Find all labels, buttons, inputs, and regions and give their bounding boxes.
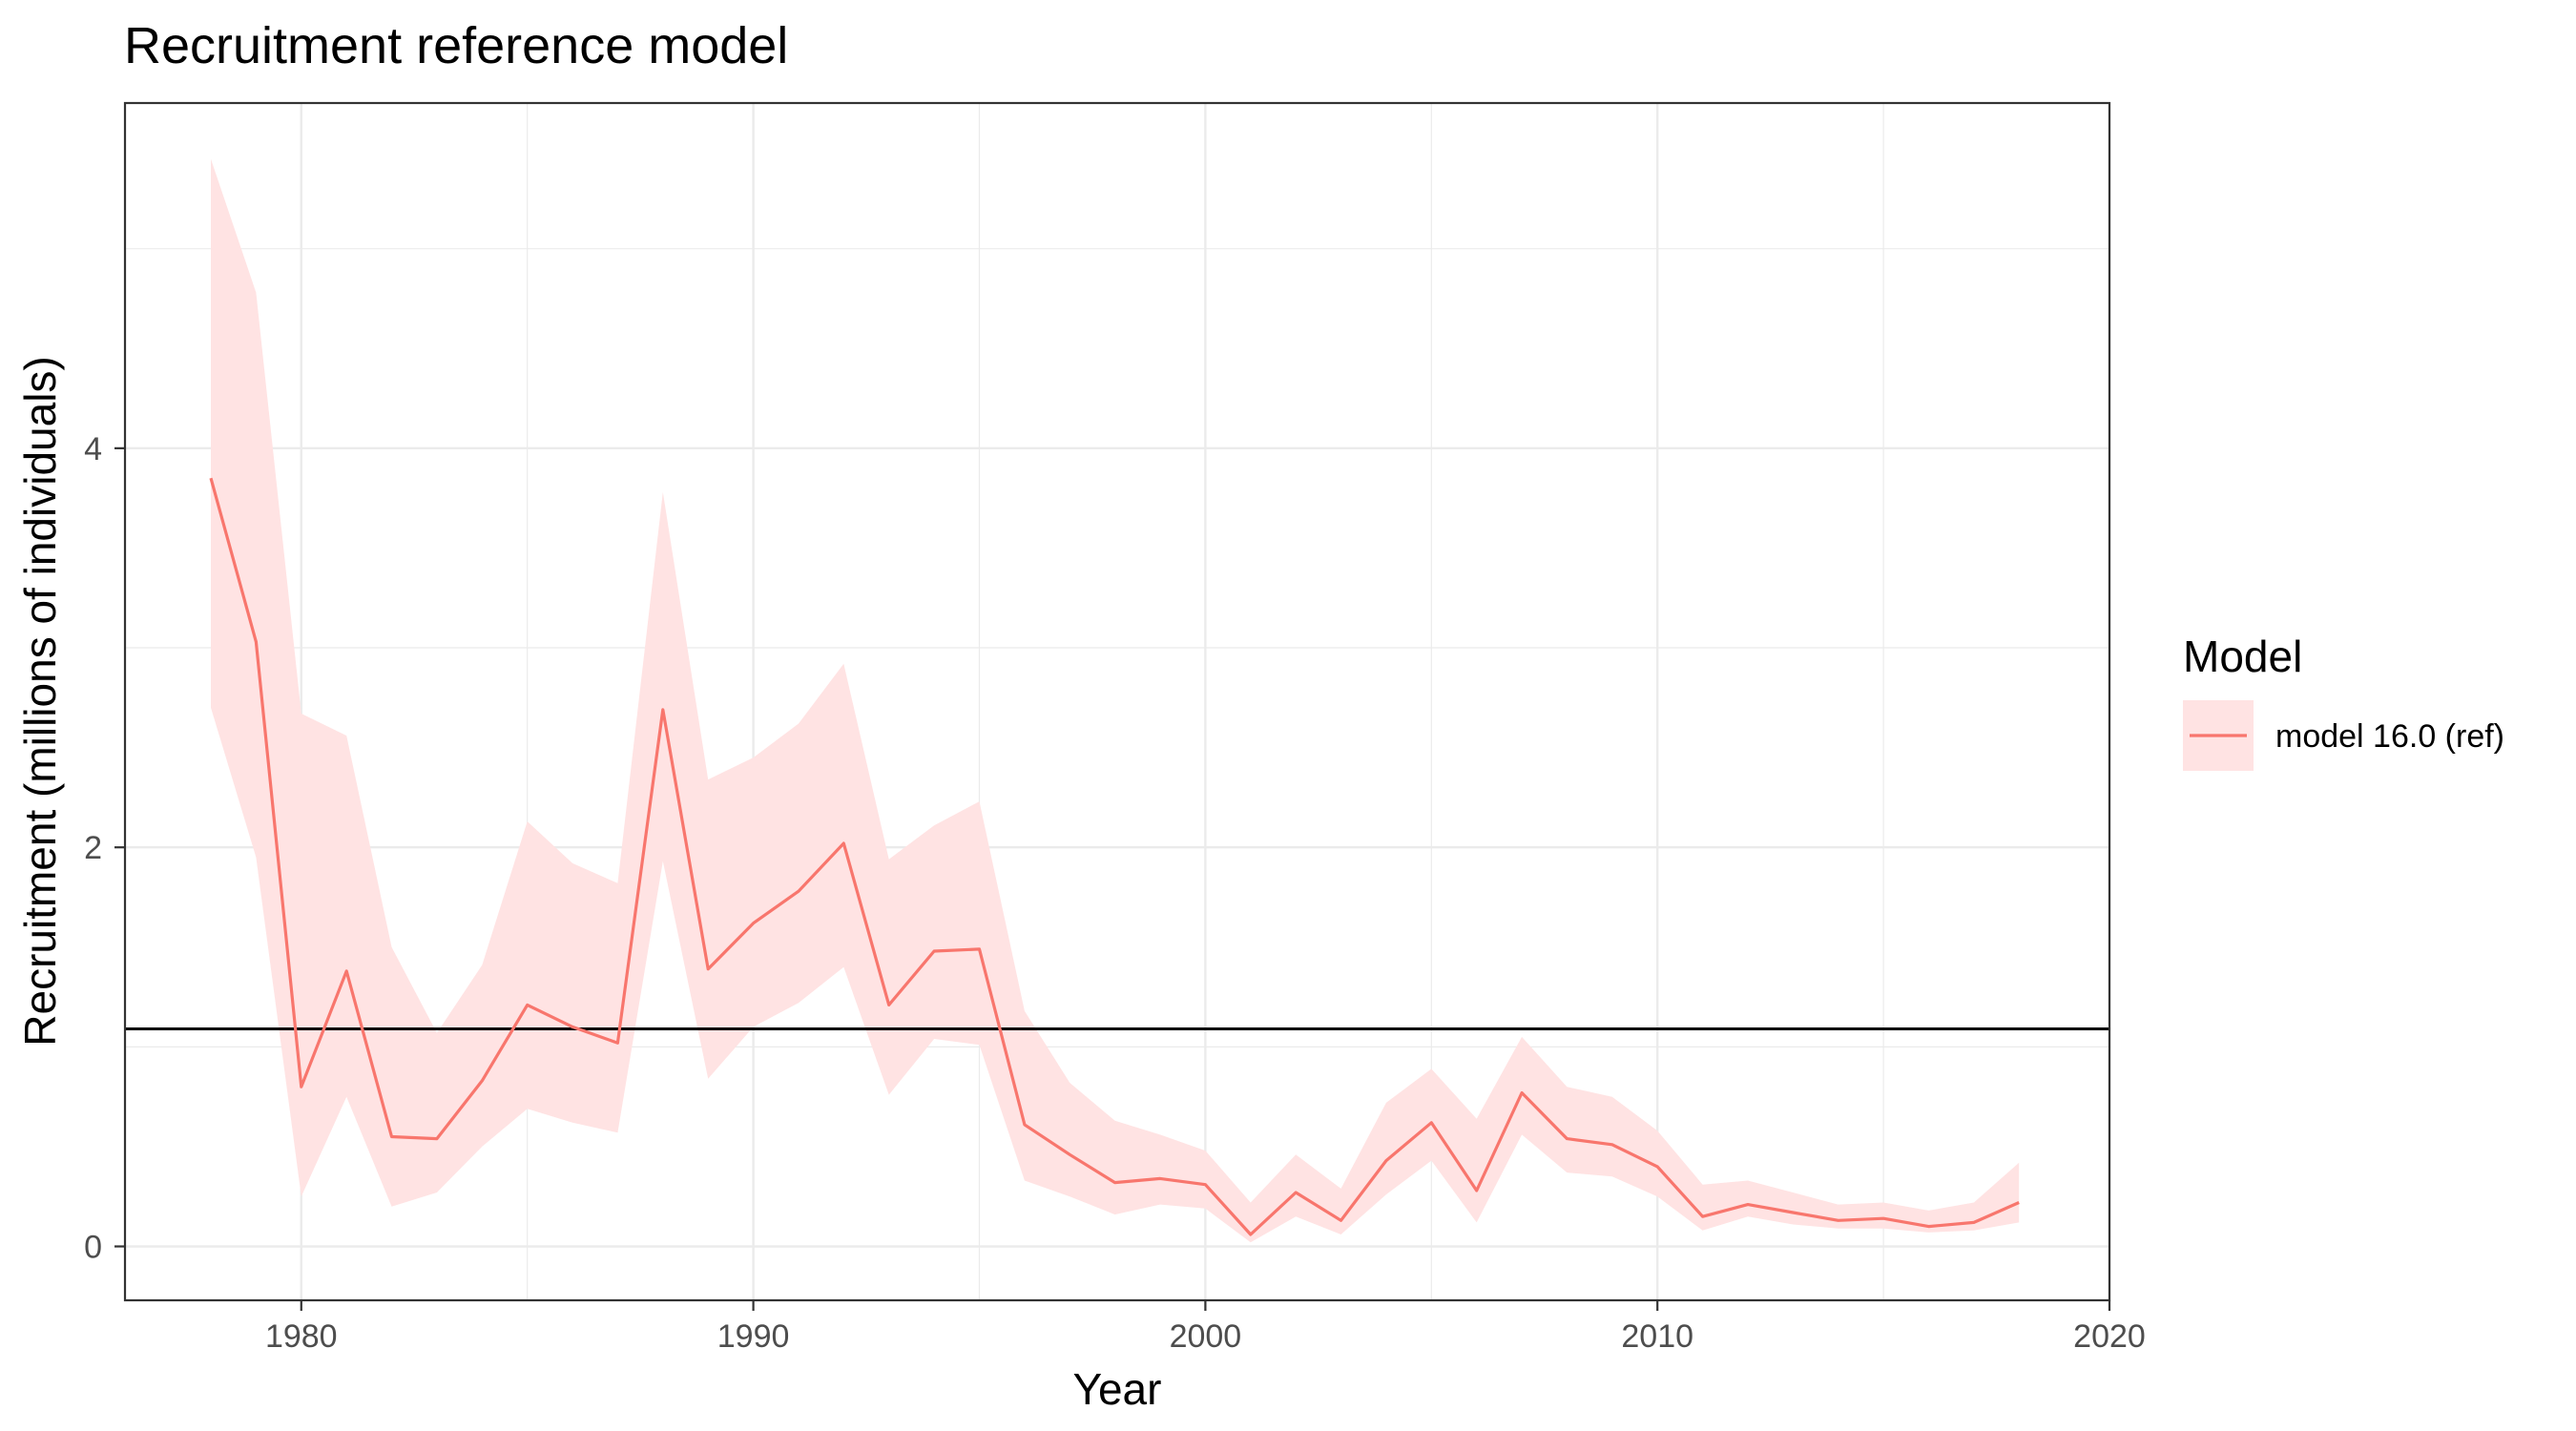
legend-label: model 16.0 (ref) [2275, 718, 2504, 755]
x-tick-label: 2000 [1170, 1318, 1242, 1355]
series-0-line [209, 477, 2020, 1236]
chart-title: Recruitment reference model [124, 17, 788, 74]
x-axis: 1980 1990 2000 2010 2020 [265, 1300, 2146, 1355]
x-tick-label: 1980 [265, 1318, 338, 1355]
plot-area [123, 101, 2111, 1302]
x-tick-label: 1990 [717, 1318, 790, 1355]
plot-border [123, 101, 2111, 1302]
y-axis: 0 2 4 [84, 431, 125, 1266]
y-tick-label: 0 [84, 1230, 102, 1266]
minor-gridlines [125, 103, 2109, 1300]
y-tick-label: 4 [84, 431, 102, 467]
y-axis-title: Recruitment (millions of individuals) [15, 356, 65, 1046]
x-tick-label: 2010 [1621, 1318, 1693, 1355]
y-tick-label: 2 [84, 830, 102, 866]
x-axis-title: Year [1073, 1364, 1162, 1414]
major-gridlines [125, 103, 2111, 1300]
series-lines [209, 477, 2020, 1236]
legend-title: Model [2183, 632, 2302, 681]
x-tick-label: 2020 [2073, 1318, 2146, 1355]
legend-entries: model 16.0 (ref) [2183, 700, 2504, 771]
legend: Model model 16.0 (ref) [2183, 632, 2504, 771]
